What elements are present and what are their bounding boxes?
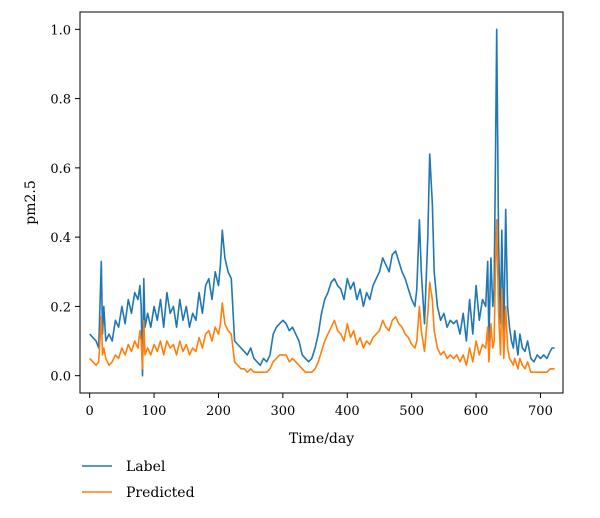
y-tick-label: 0.8 — [50, 93, 71, 108]
series-line-label — [89, 28, 555, 377]
y-tick-label: 0.2 — [50, 300, 71, 315]
x-tick-label: 600 — [464, 404, 489, 419]
x-tick-label: 500 — [399, 404, 424, 419]
x-tick-label: 400 — [335, 404, 360, 419]
x-axis-ticks: 0 100 200 300 400 500 600 700 — [86, 393, 553, 419]
series-line-predicted — [89, 219, 555, 373]
y-axis-ticks: 0.0 0.2 0.4 0.6 0.8 1.0 — [50, 23, 80, 385]
y-tick-label: 1.0 — [50, 23, 71, 38]
legend-label-predicted: Predicted — [126, 485, 195, 501]
x-tick-label: 700 — [528, 404, 553, 419]
x-axis-title: Time/day — [289, 431, 354, 447]
legend-label-label: Label — [126, 459, 166, 475]
y-tick-label: 0.6 — [50, 162, 71, 177]
x-tick-label: 0 — [86, 404, 94, 419]
x-tick-label: 100 — [142, 404, 167, 419]
series-layer — [89, 28, 555, 377]
y-axis-title: pm2.5 — [23, 180, 39, 225]
plot-frame — [79, 11, 564, 394]
x-tick-label: 300 — [270, 404, 295, 419]
legend: Label Predicted — [82, 459, 195, 501]
y-tick-label: 0.4 — [50, 231, 71, 246]
x-tick-label: 200 — [206, 404, 231, 419]
y-tick-label: 0.0 — [50, 370, 71, 385]
